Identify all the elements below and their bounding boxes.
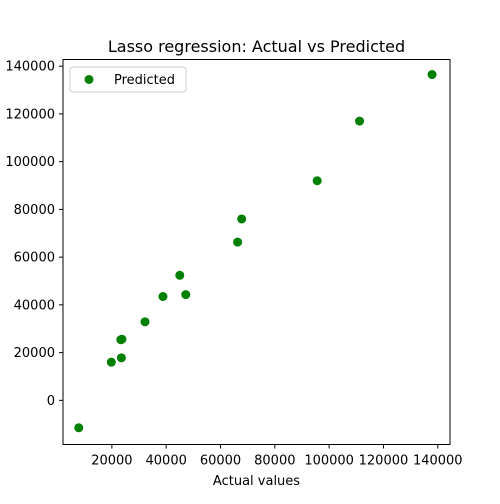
data-point — [140, 317, 150, 327]
x-tick-label: 40000 — [146, 454, 187, 469]
x-tick-label: 20000 — [91, 454, 132, 469]
y-tick-label: 120000 — [5, 107, 55, 122]
plot-frame — [62, 59, 451, 445]
data-point — [175, 270, 185, 280]
legend-marker — [84, 75, 94, 84]
legend-box — [69, 66, 187, 93]
data-point — [355, 116, 365, 126]
x-axis-label: Actual values — [213, 474, 300, 489]
data-point — [181, 290, 191, 300]
y-axis: 0 20000 40000 60000 80000 100000 120000 140000 — [5, 60, 63, 409]
y-tick-label: 60000 — [14, 251, 55, 266]
data-point — [74, 423, 84, 433]
data-point — [117, 334, 127, 344]
chart-title: Lasso regression: Actual vs Predicted — [108, 37, 405, 56]
x-tick-label: 80000 — [254, 454, 295, 469]
legend: Predicted — [69, 66, 187, 93]
y-tick-label: 20000 — [14, 346, 55, 361]
x-tick-label: 60000 — [200, 454, 241, 469]
y-tick-label: 80000 — [14, 203, 55, 218]
y-tick-label: 40000 — [14, 298, 55, 313]
x-tick-label: 140000 — [413, 454, 463, 469]
y-tick-label: 0 — [47, 394, 55, 409]
x-axis: 20000 40000 60000 80000 100000 120000 140000 — [91, 444, 463, 469]
data-point — [233, 237, 243, 247]
data-point — [427, 70, 437, 80]
legend-label: Predicted — [114, 73, 175, 88]
data-point — [106, 357, 116, 367]
data-point — [237, 214, 247, 224]
y-tick-label: 140000 — [5, 60, 55, 75]
data-point — [116, 353, 126, 363]
y-tick-label: 100000 — [5, 155, 55, 170]
data-points — [74, 70, 437, 433]
x-tick-label: 120000 — [359, 454, 409, 469]
data-point — [158, 292, 168, 302]
x-tick-label: 100000 — [304, 454, 354, 469]
data-point — [312, 176, 322, 186]
